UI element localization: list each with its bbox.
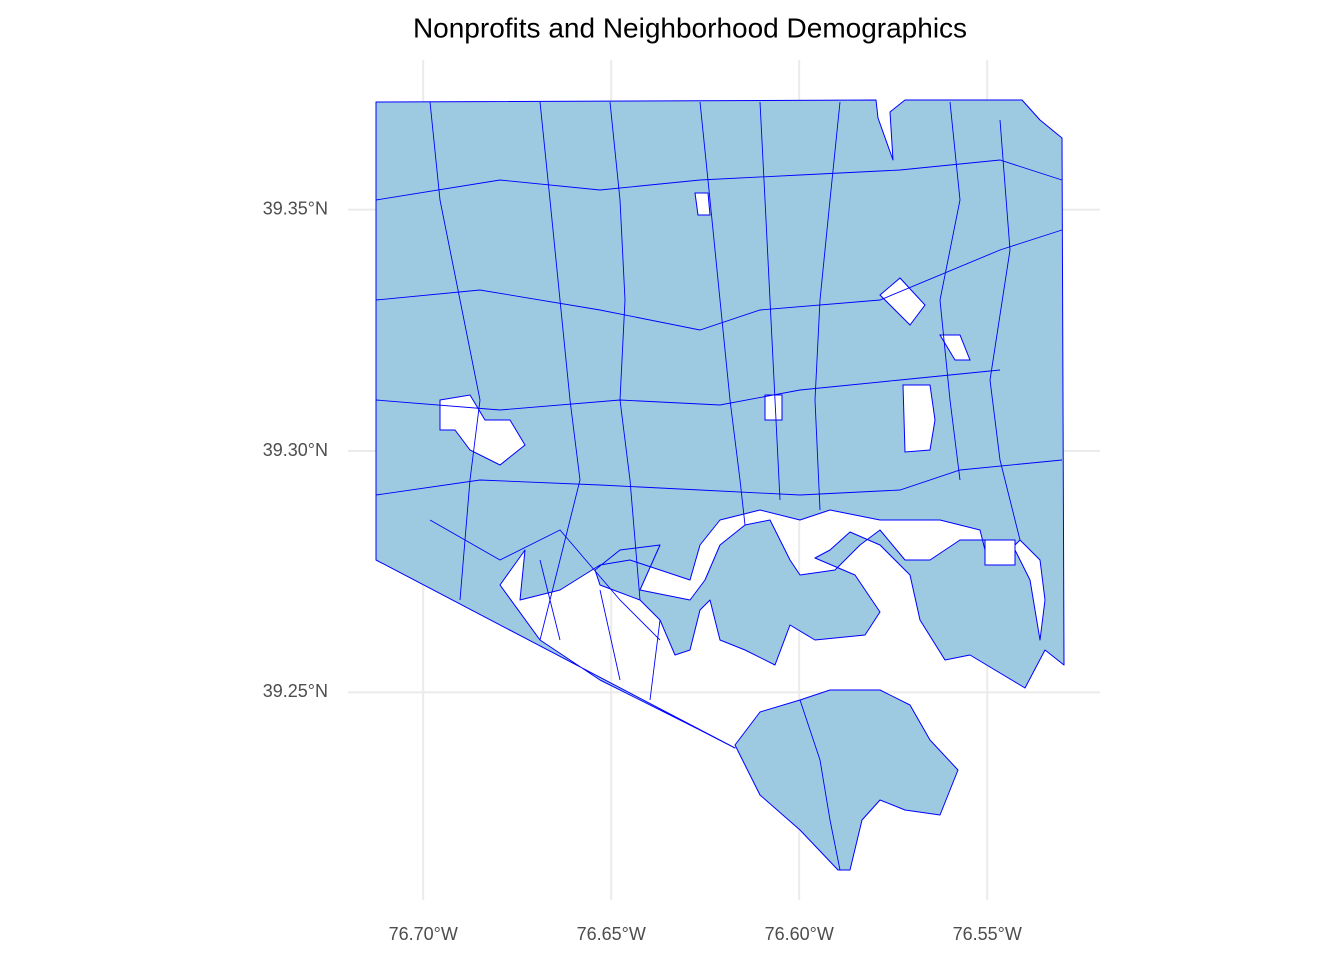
- y-tick-label: 39.30°N: [263, 440, 328, 460]
- park: [694, 192, 711, 216]
- city-outline: [375, 99, 1065, 749]
- boundary: [375, 229, 1063, 331]
- map: [375, 99, 1065, 871]
- x-tick-label: 76.55°W: [953, 924, 1022, 944]
- boundary: [375, 369, 1001, 411]
- park: [902, 384, 936, 453]
- boundary: [429, 519, 661, 641]
- boundary: [814, 101, 841, 511]
- y-tick-label: 39.35°N: [263, 198, 328, 218]
- boundary: [429, 101, 481, 601]
- park: [879, 277, 926, 326]
- park: [439, 394, 526, 466]
- boundary: [799, 699, 841, 871]
- south-peninsula: [734, 689, 959, 871]
- boundary: [989, 119, 1021, 541]
- boundary: [609, 101, 641, 601]
- boundary: [539, 101, 581, 641]
- x-tick-label: 76.60°W: [765, 924, 834, 944]
- park: [939, 334, 971, 361]
- boundary: [759, 101, 781, 501]
- y-tick-label: 39.25°N: [263, 681, 328, 701]
- x-tick-label: 76.70°W: [389, 924, 458, 944]
- boundary: [375, 459, 1063, 496]
- boundary: [539, 559, 661, 701]
- x-tick-label: 76.65°W: [577, 924, 646, 944]
- boundary: [699, 101, 746, 526]
- boundary: [939, 101, 961, 481]
- boundary: [375, 159, 1063, 201]
- park: [764, 394, 783, 421]
- chart-title: Nonprofits and Neighborhood Demographics: [413, 12, 967, 43]
- park: [984, 539, 1016, 566]
